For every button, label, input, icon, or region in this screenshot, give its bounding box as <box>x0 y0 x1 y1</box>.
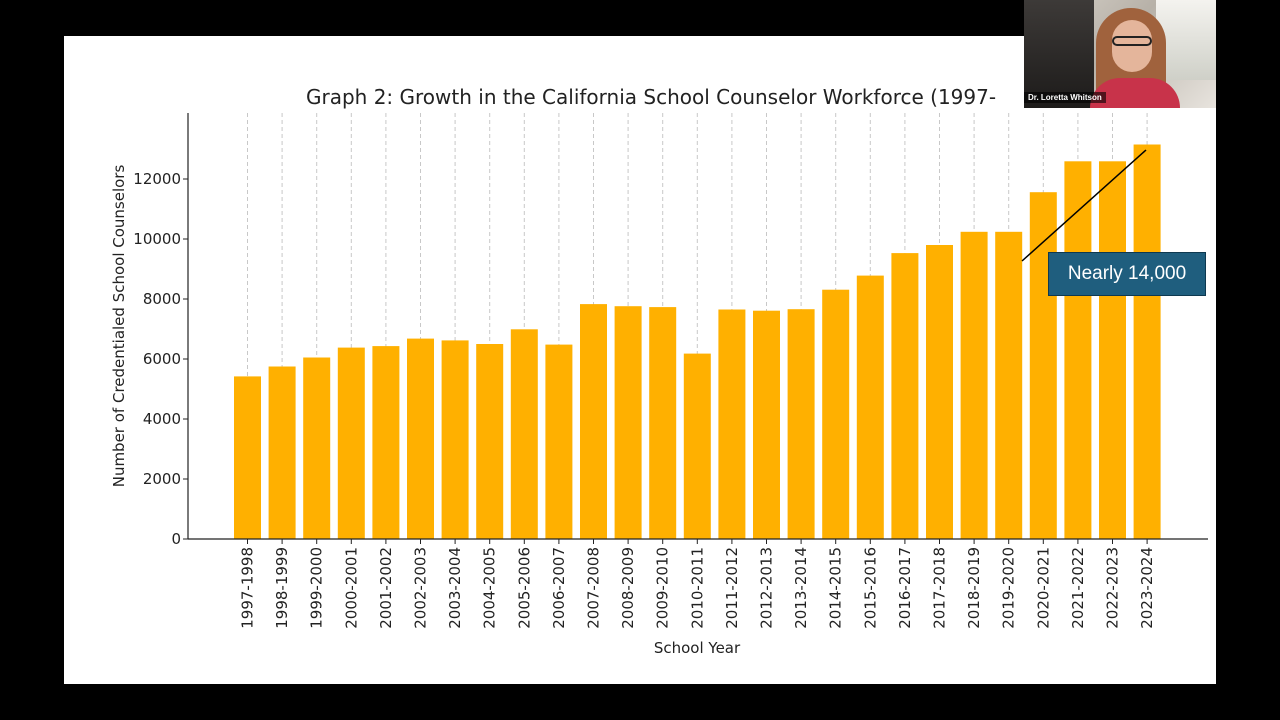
bar <box>372 346 400 539</box>
participant-face <box>1112 20 1152 72</box>
bar <box>891 253 919 539</box>
bar <box>234 376 261 539</box>
y-ticks: 0 2000 4000 6000 8000 10000 12000 <box>133 170 188 548</box>
x-ticks: 1997-1998 1998-1999 1999-2000 2000-2001 2001… <box>239 539 1156 629</box>
bar <box>926 245 953 539</box>
bar <box>303 357 331 539</box>
bar <box>649 307 677 539</box>
x-tick-label: 1998-1999 <box>273 547 291 629</box>
x-tick-label: 2011-2012 <box>723 547 741 629</box>
axes-layer <box>187 113 1208 540</box>
x-tick-label: 2004-2005 <box>481 547 499 629</box>
x-tick-label: 2010-2011 <box>688 547 706 629</box>
chart-title: Graph 2: Growth in the California School… <box>306 85 996 109</box>
bar <box>1099 161 1126 540</box>
annotation-arrow-line <box>1021 149 1147 262</box>
video-window-light <box>1156 0 1216 80</box>
bar <box>995 231 1023 540</box>
bar <box>718 309 746 539</box>
x-axis-label: School Year <box>654 639 741 657</box>
bar <box>683 353 711 539</box>
video-background <box>1024 0 1094 108</box>
bar <box>822 289 850 539</box>
callout-text: Nearly 14,000 <box>1067 263 1187 284</box>
x-tick-label: 2009-2010 <box>654 547 672 629</box>
y-tick-label: 2000 <box>143 470 181 488</box>
bar <box>545 344 573 539</box>
x-tick-label: 2022-2023 <box>1104 547 1122 629</box>
x-tick-label: 2008-2009 <box>619 547 637 629</box>
bar <box>1064 161 1092 540</box>
bar <box>580 304 607 539</box>
y-tick-label: 4000 <box>143 410 181 428</box>
bar <box>476 344 504 539</box>
bar <box>960 231 988 540</box>
bar <box>1029 192 1057 539</box>
x-tick-label: 2018-2019 <box>965 547 983 629</box>
x-tick-label: 2000-2001 <box>342 547 360 629</box>
callout-box: Nearly 14,000 <box>1048 252 1206 296</box>
x-tick-label: 2023-2024 <box>1138 547 1156 629</box>
x-tick-label: 2012-2013 <box>758 547 776 629</box>
y-axis-label: Number of Credentialed School Counselors <box>110 165 128 488</box>
bar <box>856 275 884 539</box>
bar <box>614 306 642 539</box>
y-tick-label: 0 <box>171 530 181 548</box>
x-tick-label: 1997-1998 <box>239 547 257 629</box>
bar <box>1133 144 1161 539</box>
x-tick-label: 2007-2008 <box>585 547 603 629</box>
x-tick-label: 2002-2003 <box>412 547 430 629</box>
bar <box>337 347 365 539</box>
x-tick-label: 1999-2000 <box>308 547 326 629</box>
bar <box>407 338 434 539</box>
x-tick-label: 2017-2018 <box>931 547 949 629</box>
x-tick-label: 2013-2014 <box>792 547 810 629</box>
x-tick-label: 2021-2022 <box>1069 547 1087 629</box>
x-tick-label: 2006-2007 <box>550 547 568 629</box>
glasses-icon <box>1112 36 1152 46</box>
x-tick-label: 2016-2017 <box>896 547 914 629</box>
y-tick-label: 10000 <box>133 230 181 248</box>
x-tick-label: 2005-2006 <box>515 547 533 629</box>
x-tick-label: 2015-2016 <box>861 547 879 629</box>
y-tick-label: 6000 <box>143 350 181 368</box>
participant-video-thumbnail[interactable]: Dr. Loretta Whitson <box>1024 0 1216 108</box>
bar <box>510 329 538 539</box>
y-tick-label: 8000 <box>143 290 181 308</box>
x-tick-label: 2014-2015 <box>827 547 845 629</box>
x-tick-label: 2020-2021 <box>1034 547 1052 629</box>
x-tick-label: 2001-2002 <box>377 547 395 629</box>
participant-name-label: Dr. Loretta Whitson <box>1024 92 1106 103</box>
bar <box>268 366 296 539</box>
bar <box>441 340 469 539</box>
bar <box>787 309 815 539</box>
x-tick-label: 2019-2020 <box>1000 547 1018 629</box>
bars-layer <box>234 144 1161 540</box>
bar <box>753 310 780 539</box>
x-tick-label: 2003-2004 <box>446 547 464 629</box>
y-tick-label: 12000 <box>133 170 181 188</box>
